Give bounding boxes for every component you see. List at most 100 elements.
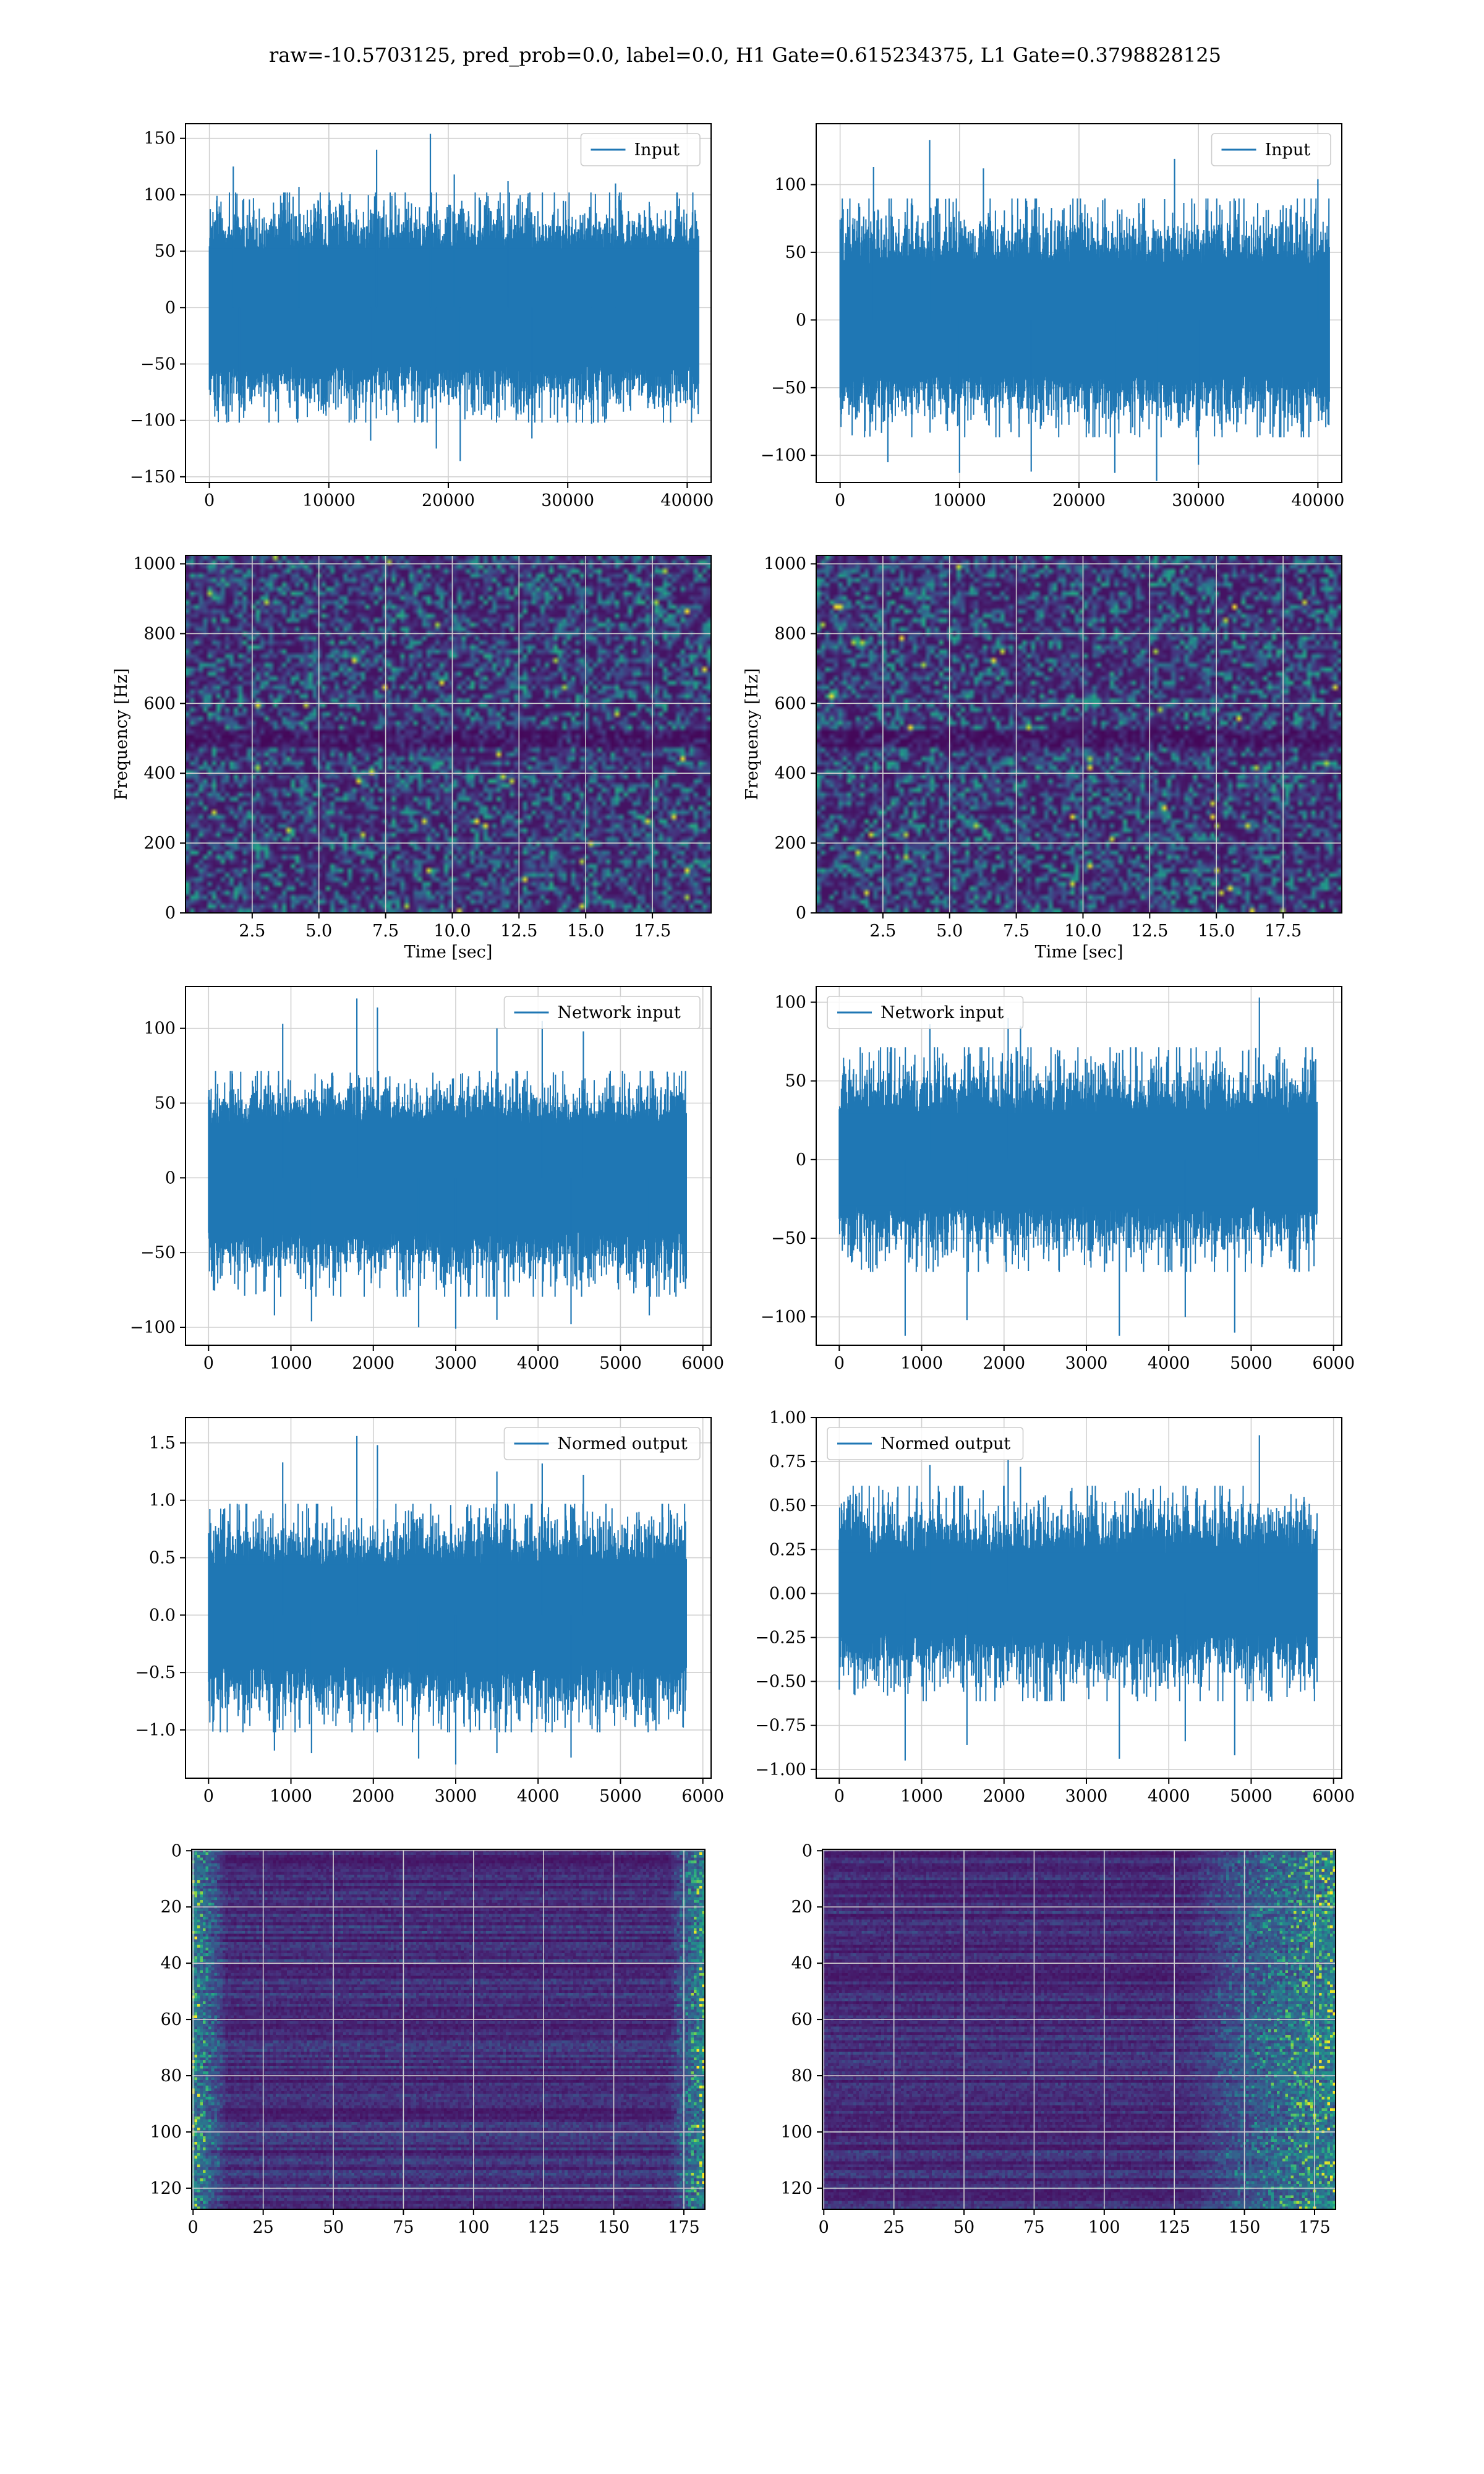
y-tick-label: 20 bbox=[791, 1898, 812, 1917]
x-tick-label: 5000 bbox=[599, 1787, 642, 1806]
x-tick-label: 50 bbox=[953, 2218, 974, 2237]
axes-frame bbox=[185, 986, 712, 1346]
x-tick-label: 40000 bbox=[660, 491, 714, 510]
x-tick-label: 4000 bbox=[1148, 1354, 1190, 1373]
y-tick-label: 50 bbox=[155, 1094, 176, 1113]
y-tick-label: 0 bbox=[796, 1150, 806, 1170]
y-tick-label: 600 bbox=[774, 694, 806, 713]
x-tick-label: 175 bbox=[1298, 2218, 1331, 2237]
heatmap-image bbox=[192, 1849, 705, 2209]
x-tick-label: 150 bbox=[1229, 2218, 1261, 2237]
x-tick-label: 10.0 bbox=[1064, 922, 1101, 941]
x-tick-label: 7.5 bbox=[372, 922, 399, 941]
axes-frame bbox=[816, 123, 1342, 483]
x-tick-label: 5.0 bbox=[936, 922, 963, 941]
y-tick-label: −100 bbox=[130, 1318, 176, 1337]
network-input-l1-panel: 0 1000 2000 3000 4000 5000 6000 −100 −50 0 50 100 Ne… bbox=[761, 986, 1355, 1373]
y-tick-label: 0 bbox=[171, 1841, 182, 1860]
spectrogram-l1-panel: 2.5 5.0 7.5 10.0 12.5 15.0 17.5 0 200 400 600 800 10… bbox=[743, 555, 1342, 962]
y-tick-label: 200 bbox=[143, 834, 176, 853]
legend-label: Network input bbox=[881, 1003, 1004, 1022]
y-tick-label: −0.5 bbox=[135, 1663, 176, 1682]
x-tick-label: 5.0 bbox=[305, 922, 332, 941]
y-tick-label: 50 bbox=[785, 1072, 806, 1091]
x-tick-label: 10000 bbox=[302, 491, 356, 510]
x-tick-label: 2000 bbox=[352, 1787, 394, 1806]
x-tick-label: 30000 bbox=[541, 491, 594, 510]
legend-label: Normed output bbox=[881, 1434, 1010, 1453]
y-tick-label: 1.5 bbox=[149, 1434, 176, 1453]
x-tick-label: 5000 bbox=[1230, 1354, 1273, 1373]
y-tick-label: −0.75 bbox=[755, 1716, 806, 1736]
x-tick-label: 25 bbox=[252, 2218, 273, 2237]
x-tick-label: 10.0 bbox=[433, 922, 471, 941]
x-tick-label: 2000 bbox=[983, 1354, 1025, 1373]
y-tick-label: 600 bbox=[143, 694, 176, 713]
x-axis-label: Time [sec] bbox=[1035, 943, 1124, 962]
x-tick-label: 30000 bbox=[1172, 491, 1225, 510]
x-tick-label: 2000 bbox=[352, 1354, 394, 1373]
x-tick-label: 125 bbox=[527, 2218, 560, 2237]
x-tick-label: 40000 bbox=[1291, 491, 1344, 510]
y-tick-label: −50 bbox=[140, 354, 176, 374]
x-tick-label: 17.5 bbox=[634, 922, 671, 941]
y-tick-label: 400 bbox=[774, 764, 806, 783]
x-tick-label: 1000 bbox=[900, 1354, 943, 1373]
legend-box bbox=[580, 133, 701, 166]
x-tick-label: 10000 bbox=[933, 491, 986, 510]
y-tick-label: 40 bbox=[791, 1954, 812, 1973]
y-tick-label: 60 bbox=[791, 2010, 812, 2029]
features-l1-panel: 0 25 50 75 100 125 150 175 0 20 40 60 80 100 120 bbox=[780, 1841, 1336, 2237]
y-tick-label: 50 bbox=[785, 243, 806, 262]
y-tick-label: 200 bbox=[774, 834, 806, 853]
legend-label: Input bbox=[1265, 140, 1311, 160]
y-tick-label: 0.5 bbox=[149, 1549, 176, 1568]
y-tick-label: 0 bbox=[796, 904, 806, 923]
axes-frame bbox=[822, 1849, 1336, 2210]
x-tick-label: 3000 bbox=[1065, 1787, 1108, 1806]
y-tick-label: −1.0 bbox=[135, 1721, 176, 1740]
y-tick-label: 0 bbox=[165, 1168, 176, 1188]
y-tick-label: 100 bbox=[774, 993, 806, 1012]
y-tick-label: −100 bbox=[761, 446, 806, 465]
x-tick-label: 100 bbox=[1088, 2218, 1120, 2237]
y-tick-label: 0.25 bbox=[769, 1540, 806, 1559]
legend-label: Network input bbox=[558, 1003, 681, 1022]
spectrogram-h1-panel: 2.5 5.0 7.5 10.0 12.5 15.0 17.5 0 200 400 600 800 10… bbox=[112, 555, 712, 962]
x-tick-label: 1000 bbox=[270, 1787, 312, 1806]
x-tick-label: 4000 bbox=[517, 1354, 560, 1373]
x-tick-label: 15.0 bbox=[1198, 922, 1235, 941]
y-tick-label: 100 bbox=[143, 186, 176, 205]
y-tick-label: 0.50 bbox=[769, 1496, 806, 1515]
y-tick-label: 60 bbox=[161, 2010, 182, 2029]
x-tick-label: 25 bbox=[883, 2218, 904, 2237]
y-tick-label: −150 bbox=[130, 468, 176, 487]
x-tick-label: 3000 bbox=[435, 1787, 477, 1806]
y-tick-label: 100 bbox=[150, 2123, 182, 2142]
network-input-h1-panel: 0 1000 2000 3000 4000 5000 6000 −100 −50 0 50 100 Ne… bbox=[130, 986, 724, 1373]
x-tick-label: 6000 bbox=[681, 1787, 724, 1806]
x-tick-label: 1000 bbox=[900, 1787, 943, 1806]
x-tick-label: 17.5 bbox=[1264, 922, 1302, 941]
series-band bbox=[208, 1123, 687, 1233]
input-h1-panel: 0 10000 20000 30000 40000 −150 −100 −50 0 50 100 15… bbox=[130, 123, 714, 510]
x-tick-label: 5000 bbox=[599, 1354, 642, 1373]
x-tick-label: 7.5 bbox=[1003, 922, 1030, 941]
series-band bbox=[840, 263, 1329, 377]
x-tick-label: 150 bbox=[598, 2218, 630, 2237]
x-tick-label: 0 bbox=[835, 491, 845, 510]
axes-frame bbox=[816, 1417, 1342, 1779]
normed-output-h1-panel: 0 1000 2000 3000 4000 5000 6000 −1.0 −0.5 0.0 0.5 1… bbox=[135, 1417, 724, 1806]
axes-frame bbox=[816, 986, 1342, 1346]
x-tick-label: 15.0 bbox=[567, 922, 604, 941]
x-tick-label: 4000 bbox=[517, 1787, 560, 1806]
y-tick-label: −100 bbox=[130, 411, 176, 430]
y-tick-label: 40 bbox=[161, 1954, 182, 1973]
y-tick-label: 150 bbox=[143, 129, 176, 148]
features-h1-panel: 0 25 50 75 100 125 150 175 0 20 40 60 80 100 120 bbox=[150, 1841, 706, 2237]
y-tick-label: −50 bbox=[140, 1243, 176, 1262]
legend-label: Input bbox=[634, 140, 680, 160]
series-band bbox=[839, 1113, 1318, 1206]
heatmap-image bbox=[816, 555, 1342, 913]
